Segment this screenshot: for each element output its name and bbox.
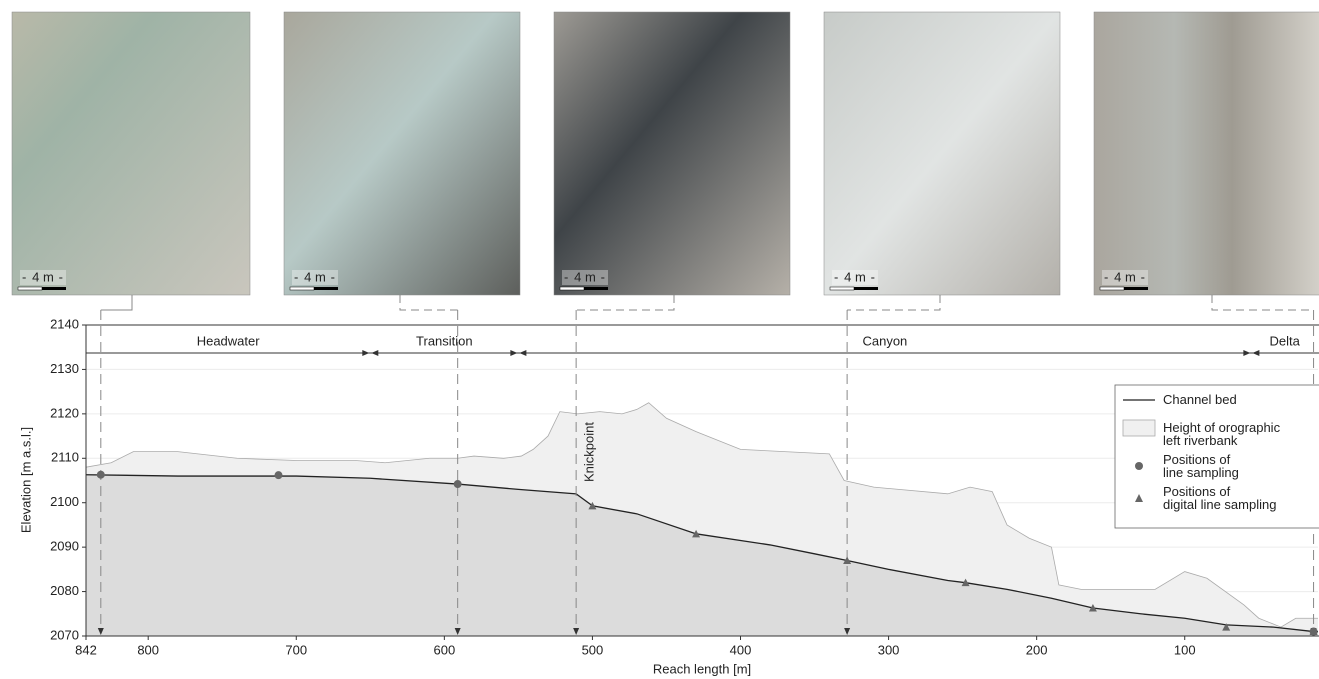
section-label: Transition bbox=[416, 333, 473, 348]
scale-label: 4 m bbox=[574, 269, 596, 284]
y-tick-label: 2100 bbox=[50, 494, 79, 509]
scale-dash: - bbox=[331, 269, 335, 284]
x-axis-label: Reach length [m] bbox=[653, 661, 751, 676]
photo-connector bbox=[1212, 295, 1314, 310]
scale-dash: - bbox=[564, 269, 568, 284]
scale-bar-black bbox=[1124, 287, 1148, 290]
y-tick-label: 2140 bbox=[50, 316, 79, 331]
scale-bar-black bbox=[42, 287, 66, 290]
line-sampling-point bbox=[454, 480, 462, 488]
x-tick-label: 500 bbox=[582, 642, 604, 657]
legend-label: Positions of digital line sampling bbox=[1163, 485, 1276, 511]
y-tick-label: 2110 bbox=[51, 450, 79, 465]
legend-circle bbox=[1135, 462, 1143, 470]
photo-connector bbox=[576, 295, 674, 310]
x-tick-label: 200 bbox=[1026, 642, 1048, 657]
scale-bar-white bbox=[1100, 287, 1124, 290]
scale-bar-white bbox=[560, 287, 584, 290]
legend-label: Positions of line sampling bbox=[1163, 453, 1239, 479]
x-tick-label: 700 bbox=[285, 642, 307, 657]
x-tick-label: 800 bbox=[137, 642, 159, 657]
legend-label: Channel bed bbox=[1163, 393, 1237, 406]
x-tick-label: 600 bbox=[433, 642, 455, 657]
line-sampling-point bbox=[97, 471, 105, 479]
scale-dash: - bbox=[59, 269, 63, 284]
photo bbox=[284, 12, 520, 295]
annotation: Knickpoint bbox=[582, 422, 597, 482]
scale-bar-white bbox=[290, 287, 314, 290]
y-tick-label: 2090 bbox=[50, 539, 79, 554]
scale-label: 4 m bbox=[844, 269, 866, 284]
scale-bar-white bbox=[18, 287, 42, 290]
scale-dash: - bbox=[1141, 269, 1145, 284]
section-label: Delta bbox=[1270, 333, 1301, 348]
y-tick-label: 2130 bbox=[50, 361, 79, 376]
y-tick-label: 2080 bbox=[50, 583, 79, 598]
scale-label: 4 m bbox=[32, 269, 54, 284]
scale-bar-black bbox=[584, 287, 608, 290]
scale-label: 4 m bbox=[304, 269, 326, 284]
scale-dash: - bbox=[601, 269, 605, 284]
x-tick-label: 842 bbox=[75, 642, 97, 657]
photo-connector bbox=[400, 295, 458, 310]
photo bbox=[824, 12, 1060, 295]
y-tick-label: 2120 bbox=[50, 405, 79, 420]
scale-dash: - bbox=[834, 269, 838, 284]
scale-bar-white bbox=[830, 287, 854, 290]
photo-connector bbox=[101, 295, 132, 310]
scale-dash: - bbox=[22, 269, 26, 284]
x-tick-label: 400 bbox=[730, 642, 752, 657]
scale-dash: - bbox=[871, 269, 875, 284]
scale-bar-black bbox=[854, 287, 878, 290]
scale-dash: - bbox=[1104, 269, 1108, 284]
line-sampling-point bbox=[275, 471, 283, 479]
photo bbox=[554, 12, 790, 295]
chart: Elevation [m a.s.l.] Reach length [m] - -… bbox=[0, 0, 1319, 679]
photo bbox=[12, 12, 250, 295]
photo-connector bbox=[847, 295, 940, 310]
figure: Elevation [m a.s.l.] Reach length [m] - -… bbox=[0, 0, 1319, 679]
photo bbox=[1094, 12, 1319, 295]
legend-area bbox=[1123, 420, 1155, 436]
scale-bar-black bbox=[314, 287, 338, 290]
y-axis-label: Elevation [m a.s.l.] bbox=[18, 427, 33, 533]
x-tick-label: 100 bbox=[1174, 642, 1196, 657]
legend-label: Height of orographic left riverbank bbox=[1163, 421, 1280, 447]
y-tick-label: 2070 bbox=[50, 627, 79, 642]
x-tick-label: 300 bbox=[878, 642, 900, 657]
section-label: Canyon bbox=[862, 333, 907, 348]
scale-label: 4 m bbox=[1114, 269, 1136, 284]
scale-dash: - bbox=[294, 269, 298, 284]
section-label: Headwater bbox=[197, 333, 261, 348]
